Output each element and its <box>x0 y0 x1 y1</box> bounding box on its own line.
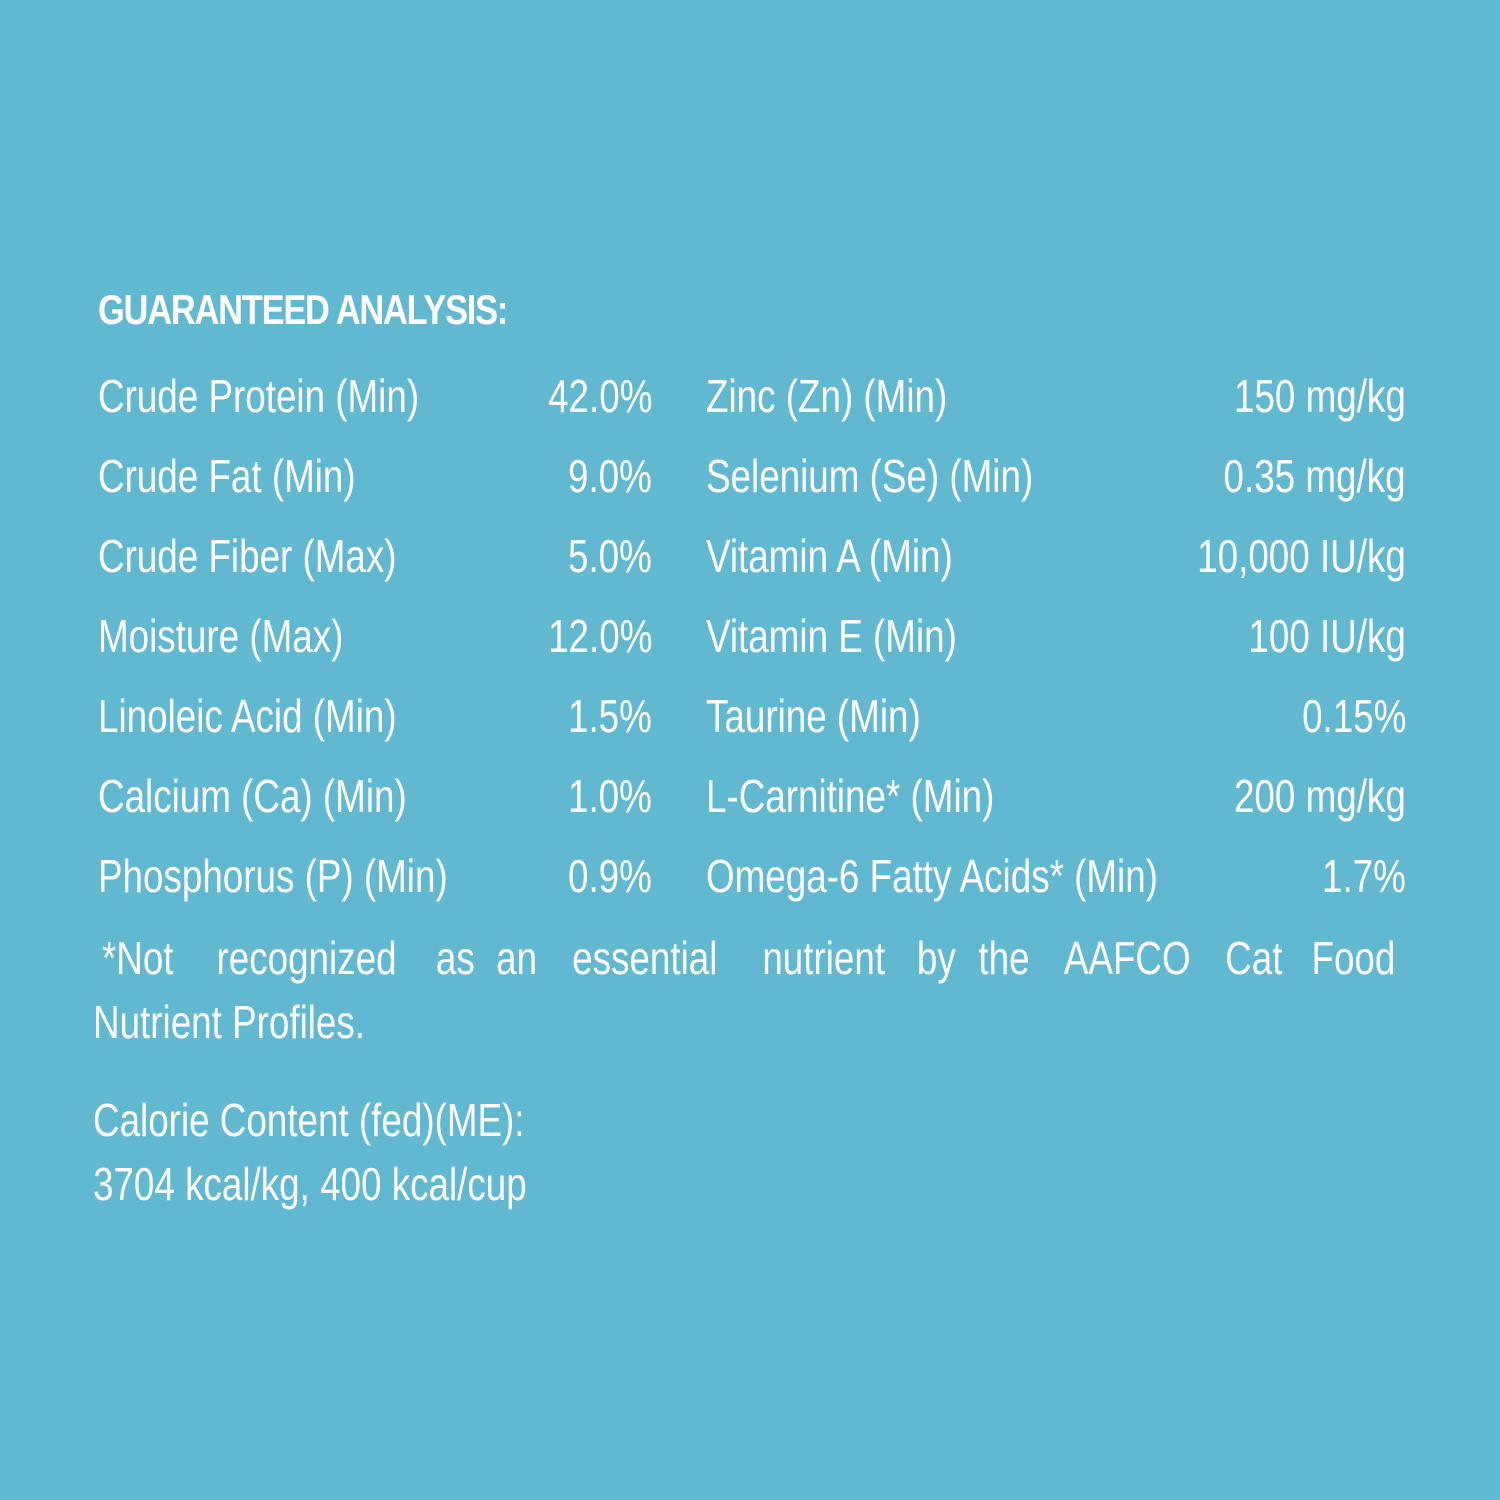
calorie-content-value: 3704 kcal/kg, 400 kcal/cup <box>93 1158 527 1210</box>
nutrient-row: Selenium (Se) (Min) 0.35 mg/kg <box>706 446 1406 506</box>
nutrient-value: 150 mg/kg <box>1234 370 1406 422</box>
nutrient-value: 100 IU/kg <box>1248 610 1406 662</box>
nutrient-row: Linoleic Acid (Min) 1.5% <box>98 686 652 746</box>
aafco-footnote: *Not recognized as an essential nutrient… <box>93 926 1406 1054</box>
nutrient-row: Zinc (Zn) (Min) 150 mg/kg <box>706 366 1406 426</box>
nutrient-row: Calcium (Ca) (Min) 1.0% <box>98 766 652 826</box>
nutrient-label: Zinc (Zn) (Min) <box>706 370 948 422</box>
nutrient-value: 1.7% <box>1322 850 1406 902</box>
footnote-word: AAFCO <box>1063 932 1191 984</box>
nutrient-value: 12.0% <box>547 610 652 662</box>
footnote-word: essential <box>571 932 718 984</box>
footnote-word: an <box>496 932 538 984</box>
footnote-word: by <box>916 932 956 984</box>
nutrient-label: Vitamin A (Min) <box>706 530 953 582</box>
nutrient-row: Crude Fat (Min) 9.0% <box>98 446 652 506</box>
nutrient-label: Taurine (Min) <box>706 690 921 742</box>
nutrient-value: 200 mg/kg <box>1234 770 1406 822</box>
nutrient-label: Vitamin E (Min) <box>706 610 957 662</box>
nutrient-label: L-Carnitine* (Min) <box>706 770 995 822</box>
calorie-content: Calorie Content (fed)(ME): 3704 kcal/kg,… <box>93 1088 635 1216</box>
footnote-word: the <box>978 932 1030 984</box>
nutrient-value: 0.15% <box>1301 690 1406 742</box>
nutrient-label: Calcium (Ca) (Min) <box>98 770 407 822</box>
calorie-content-label: Calorie Content (fed)(ME): <box>93 1094 525 1146</box>
footnote-word: as <box>435 932 475 984</box>
nutrient-row: Omega-6 Fatty Acids* (Min) 1.7% <box>706 846 1406 906</box>
nutrient-label: Linoleic Acid (Min) <box>98 690 397 742</box>
nutrient-row: Crude Protein (Min) 42.0% <box>98 366 652 426</box>
nutrient-label: Phosphorus (P) (Min) <box>98 850 448 902</box>
nutrient-value: 9.0% <box>568 450 652 502</box>
footnote-word: Cat <box>1224 932 1283 984</box>
nutrient-row: Vitamin A (Min) 10,000 IU/kg <box>706 526 1406 586</box>
nutrient-value: 42.0% <box>547 370 652 422</box>
nutrient-label: Crude Protein (Min) <box>98 370 420 422</box>
nutrient-row: Moisture (Max) 12.0% <box>98 606 652 666</box>
footnote-word: recognized <box>216 932 397 984</box>
footnote-line-2: Nutrient Profiles. <box>93 996 366 1048</box>
nutrient-label: Selenium (Se) (Min) <box>706 450 1034 502</box>
nutrient-value: 0.35 mg/kg <box>1223 450 1406 502</box>
nutrient-row: Crude Fiber (Max) 5.0% <box>98 526 652 586</box>
nutrient-label: Crude Fiber (Max) <box>98 530 397 582</box>
nutrient-label: Moisture (Max) <box>98 610 344 662</box>
nutrient-value: 5.0% <box>568 530 652 582</box>
footnote-word: *Not <box>101 932 174 984</box>
nutrient-value: 10,000 IU/kg <box>1197 530 1406 582</box>
footnote-word: nutrient <box>762 932 885 984</box>
section-heading: GUARANTEED ANALYSIS: <box>98 286 508 333</box>
nutrient-row: Vitamin E (Min) 100 IU/kg <box>706 606 1406 666</box>
nutrient-label: Crude Fat (Min) <box>98 450 356 502</box>
nutrient-row: Taurine (Min) 0.15% <box>706 686 1406 746</box>
nutrient-row: Phosphorus (P) (Min) 0.9% <box>98 846 652 906</box>
nutrient-value: 1.5% <box>568 690 652 742</box>
nutrient-row: L-Carnitine* (Min) 200 mg/kg <box>706 766 1406 826</box>
footnote-line-1: *Not recognized as an essential nutrient… <box>93 926 1406 990</box>
footnote-word: Food <box>1311 932 1396 984</box>
nutrient-label: Omega-6 Fatty Acids* (Min) <box>706 850 1158 902</box>
nutrient-value: 0.9% <box>568 850 652 902</box>
nutrient-value: 1.0% <box>568 770 652 822</box>
